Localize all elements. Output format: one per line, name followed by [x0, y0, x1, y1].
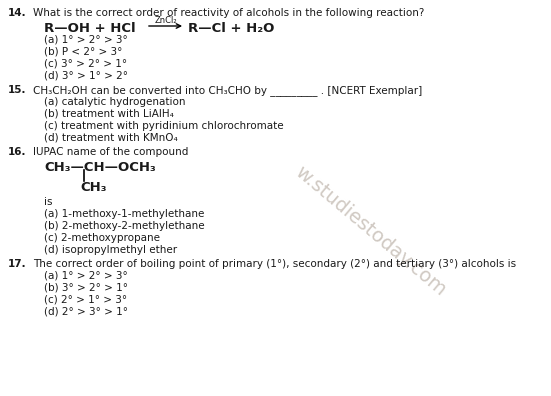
Text: (c) 2-methoxypropane: (c) 2-methoxypropane [44, 233, 160, 243]
Text: ZnCl₂: ZnCl₂ [154, 16, 177, 25]
Text: CH₃: CH₃ [80, 181, 106, 194]
Text: CH₃—CH—OCH₃: CH₃—CH—OCH₃ [44, 161, 156, 174]
Text: (a) 1-methoxy-1-methylethane: (a) 1-methoxy-1-methylethane [44, 209, 204, 219]
Text: (b) treatment with LiAlH₄: (b) treatment with LiAlH₄ [44, 109, 174, 119]
Text: (b) 2-methoxy-2-methylethane: (b) 2-methoxy-2-methylethane [44, 221, 204, 231]
Text: is: is [44, 197, 52, 207]
Text: (a) 1° > 2° > 3°: (a) 1° > 2° > 3° [44, 271, 128, 281]
Text: (c) treatment with pyridinium chlorochromate: (c) treatment with pyridinium chlorochro… [44, 121, 284, 131]
Text: (d) 3° > 1° > 2°: (d) 3° > 1° > 2° [44, 71, 128, 81]
Text: (d) treatment with KMnO₄: (d) treatment with KMnO₄ [44, 133, 178, 143]
Text: R—OH + HCl: R—OH + HCl [44, 22, 136, 35]
Text: IUPAC name of the compound: IUPAC name of the compound [33, 147, 188, 157]
Text: (d) isopropylmethyl ether: (d) isopropylmethyl ether [44, 245, 177, 255]
Text: (b) P < 2° > 3°: (b) P < 2° > 3° [44, 47, 122, 57]
Text: (b) 3° > 2° > 1°: (b) 3° > 2° > 1° [44, 283, 128, 293]
Text: (c) 3° > 2° > 1°: (c) 3° > 2° > 1° [44, 59, 127, 69]
Text: The correct order of boiling point of primary (1°), secondary (2°) and tertiary : The correct order of boiling point of pr… [33, 259, 516, 269]
Text: (d) 2° > 3° > 1°: (d) 2° > 3° > 1° [44, 307, 128, 317]
Text: w.studiestoday.com: w.studiestoday.com [291, 162, 449, 300]
Text: (a) catalytic hydrogenation: (a) catalytic hydrogenation [44, 97, 186, 107]
Text: CH₃CH₂OH can be converted into CH₃CHO by _________ . [NCERT Exemplar]: CH₃CH₂OH can be converted into CH₃CHO by… [33, 85, 422, 96]
Text: 16.: 16. [8, 147, 26, 157]
Text: 14.: 14. [8, 8, 26, 18]
Text: 17.: 17. [8, 259, 26, 269]
Text: What is the correct order of reactivity of alcohols in the following reaction?: What is the correct order of reactivity … [33, 8, 424, 18]
Text: (a) 1° > 2° > 3°: (a) 1° > 2° > 3° [44, 35, 128, 45]
Text: R—Cl + H₂O: R—Cl + H₂O [188, 22, 274, 35]
Text: (c) 2° > 1° > 3°: (c) 2° > 1° > 3° [44, 295, 127, 305]
Text: 15.: 15. [8, 85, 26, 95]
